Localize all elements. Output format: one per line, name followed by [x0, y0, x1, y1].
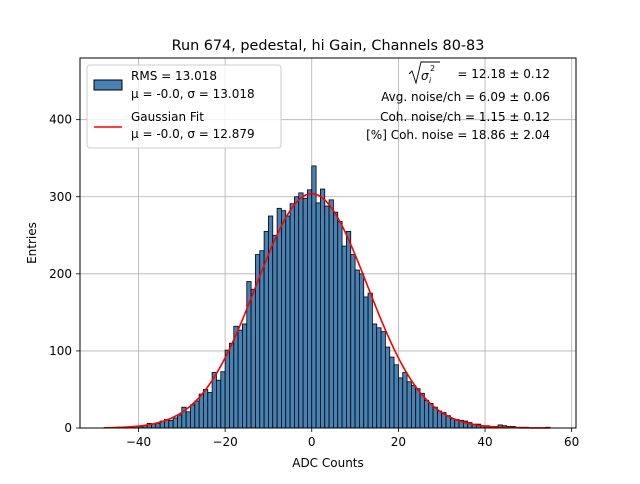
histogram-bar — [198, 393, 204, 429]
histogram-bar — [419, 392, 425, 429]
noise-annotations: σ i 2 = 12.18 ± 0.12 Avg. noise/ch = 6.0… — [366, 61, 550, 142]
histogram-bar — [402, 372, 408, 429]
legend-histogram-label-2: μ = -0.0, σ = 13.018 — [131, 87, 255, 101]
histogram-bar — [294, 196, 300, 429]
gaussian-fit-line — [103, 192, 551, 429]
histogram-bar — [242, 323, 248, 429]
histogram-bar — [276, 207, 282, 429]
legend-histogram-label-1: RMS = 13.018 — [131, 69, 217, 83]
y-tick-label: 400 — [49, 113, 72, 127]
y-axis-ticks: 0 100 200 300 400 — [49, 113, 80, 435]
histogram-bar — [333, 211, 339, 429]
x-tick-label: 40 — [477, 435, 492, 449]
histogram-bar — [302, 197, 308, 429]
histogram-bar — [250, 288, 256, 429]
svg-text:i: i — [429, 76, 432, 85]
histogram-bar — [354, 269, 360, 429]
histogram-bar — [428, 402, 434, 429]
legend-fit-label-1: Gaussian Fit — [131, 110, 204, 124]
y-tick-label: 200 — [49, 267, 72, 281]
histogram-bar — [384, 346, 391, 429]
histogram-bar — [216, 379, 222, 429]
y-tick-label: 100 — [49, 344, 72, 358]
histogram-bar — [233, 325, 239, 429]
histogram-bar — [337, 221, 343, 429]
histogram-bar — [315, 202, 321, 429]
histogram-bar — [220, 371, 226, 429]
histogram-bar — [363, 296, 369, 429]
histogram-bar — [298, 192, 304, 429]
histogram-bar — [229, 342, 235, 429]
histogram-bar — [281, 210, 287, 429]
plot-frame — [79, 57, 577, 429]
histogram-bar — [289, 203, 295, 429]
histogram-bar — [185, 411, 191, 429]
histogram-bar — [320, 188, 326, 429]
histogram-bar — [190, 404, 196, 429]
histogram-bar — [380, 331, 386, 429]
legend-fit-label-2: μ = -0.0, σ = 12.879 — [131, 127, 255, 141]
annotation-coh-noise: Coh. noise/ch = 1.15 ± 0.12 — [380, 110, 550, 124]
histogram-bar — [341, 245, 347, 429]
legend-histogram-swatch — [93, 79, 123, 91]
histogram-bar — [393, 364, 399, 429]
histogram-bar — [324, 205, 330, 429]
legend: RMS = 13.018 μ = -0.0, σ = 13.018 Gaussi… — [86, 64, 282, 149]
x-tick-label: 20 — [391, 435, 406, 449]
histogram-bar — [207, 392, 213, 429]
y-tick-label: 300 — [49, 190, 72, 204]
y-axis-label: Entries — [25, 222, 39, 264]
x-axis-ticks: −40 −20 0 20 40 60 — [126, 428, 579, 449]
x-tick-label: 60 — [564, 435, 579, 449]
histogram-bar — [406, 381, 412, 429]
histogram-bar — [359, 273, 365, 429]
x-axis-label: ADC Counts — [292, 456, 364, 470]
svg-text:σ: σ — [421, 69, 429, 83]
x-tick-label: −20 — [212, 435, 237, 449]
histogram-bar — [449, 418, 456, 429]
sqrt-sigma-symbol: σ i 2 — [408, 61, 440, 85]
histogram-bar — [194, 400, 200, 429]
histogram-bar — [389, 356, 395, 429]
histogram-bar — [367, 292, 373, 429]
histogram-bar — [397, 377, 404, 429]
histogram-bar — [436, 410, 443, 429]
histogram-bar — [155, 422, 161, 429]
histogram-bar — [350, 254, 356, 429]
histogram-bar — [259, 250, 265, 429]
histogram-bar — [272, 234, 278, 429]
annotation-avg-noise: Avg. noise/ch = 6.09 ± 0.06 — [381, 90, 550, 104]
histogram-bar — [346, 231, 352, 429]
x-tick-label: −40 — [126, 435, 151, 449]
histogram-bars — [116, 165, 551, 429]
histogram-bar — [307, 189, 313, 429]
histogram-bar — [415, 388, 421, 429]
y-tick-label: 0 — [64, 421, 72, 435]
histogram-bar — [328, 199, 334, 429]
histogram-bar — [410, 385, 417, 429]
histogram-bar — [237, 329, 243, 429]
x-tick-label: 0 — [308, 435, 316, 449]
histogram-bar — [172, 417, 178, 429]
histogram-bar — [285, 215, 291, 429]
legend-box — [86, 64, 282, 149]
histogram-bar — [376, 327, 382, 429]
histogram-bar — [168, 419, 174, 429]
histogram-bar — [423, 399, 430, 429]
annotation-coh-noise-percent: [%] Coh. noise = 18.86 ± 2.04 — [366, 128, 550, 142]
histogram-bar — [224, 349, 230, 429]
svg-text:2: 2 — [430, 64, 435, 73]
histogram-bar — [432, 406, 438, 429]
histogram-bar — [372, 323, 378, 429]
histogram-bar — [311, 165, 317, 429]
chart-title: Run 674, pedestal, hi Gain, Channels 80-… — [172, 38, 485, 54]
histogram-bar — [203, 389, 209, 429]
annotation-total-noise: = 12.18 ± 0.12 — [457, 67, 550, 81]
histogram-bar — [177, 414, 183, 429]
